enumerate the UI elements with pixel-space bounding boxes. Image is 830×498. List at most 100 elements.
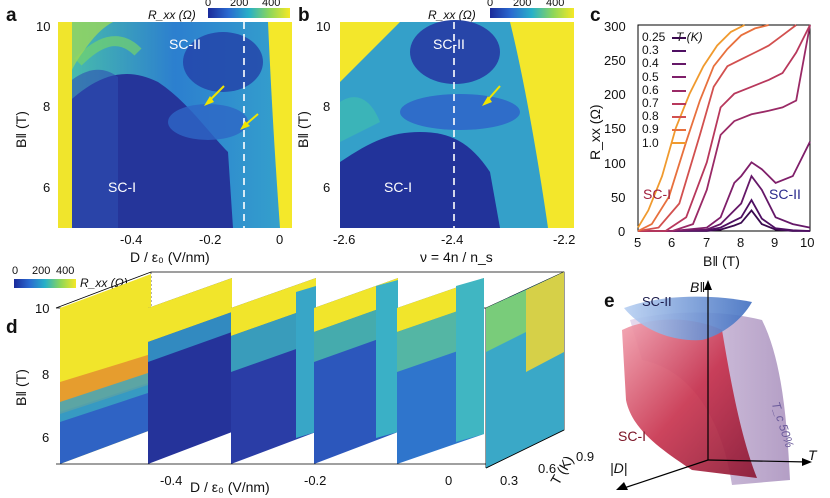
series-line-0.7 — [638, 24, 811, 232]
legend-label: 1.0 — [642, 135, 659, 150]
legend-swatch — [672, 36, 686, 39]
colorbar-d — [14, 279, 76, 288]
series-line-0.8 — [637, 24, 797, 232]
y-tick: 8 — [43, 99, 51, 114]
region-label-sc2: SC-II — [642, 294, 672, 309]
legend-label: 0.4 — [642, 56, 659, 71]
x-tick: -0.4 — [120, 232, 143, 247]
colorbar-tick: 0 — [205, 0, 212, 9]
y-tick: 6 — [323, 180, 331, 195]
colorbar-tick: 200 — [513, 0, 532, 9]
colorbar-tick: 200 — [230, 0, 249, 9]
t-tick: 0.6 — [538, 461, 557, 476]
legend-label: 0.9 — [642, 122, 659, 137]
panel-label-d: d — [6, 317, 18, 338]
legend-item: 0.5 — [642, 71, 686, 83]
legend-item: 0.25 — [642, 31, 686, 43]
legend-item: 0.8 — [642, 110, 686, 122]
x-tick: 9 — [771, 235, 779, 250]
region-label-sc1: SC-I — [108, 179, 136, 195]
colorbar-title-d: R_xx (Ω) — [80, 276, 128, 290]
x-tick: 10 — [800, 235, 815, 250]
y-tick: 100 — [604, 156, 626, 171]
colorbar-tick: 400 — [56, 265, 75, 277]
panel-label-a: a — [6, 5, 17, 26]
y-tick: 0 — [618, 224, 626, 239]
y-tick: 50 — [611, 190, 626, 205]
legend-label: 0.25 — [642, 30, 666, 44]
y-tick: 10 — [36, 19, 51, 34]
legend-item: 0.7 — [642, 97, 686, 109]
colorbar-tick: 400 — [262, 0, 281, 9]
region-label-sc1: SC-I — [618, 428, 646, 444]
y-tick: 8 — [42, 367, 50, 382]
x-tick: 0 — [276, 232, 284, 247]
y-tick: 6 — [43, 180, 51, 195]
x-tick: -0.2 — [304, 473, 327, 488]
region-label-sc2: SC-II — [433, 36, 465, 52]
x-axis-label-a: D / ε₀ (V/nm) — [130, 249, 210, 265]
t-tick: 0.3 — [500, 473, 519, 488]
series-line-0.6 — [638, 24, 811, 232]
y-axis-label-a: B‖ (T) — [13, 111, 29, 148]
plot-frame — [637, 24, 811, 232]
legend-swatch — [672, 76, 686, 79]
heatmap-a — [58, 22, 292, 229]
series-line-1.0 — [637, 24, 746, 229]
y-axis-label-d: B‖ (T) — [13, 369, 29, 406]
region-label-sc1: SC-I — [384, 179, 412, 195]
region-label-sc1: SC-I — [643, 186, 671, 202]
colorbar-title-b: R_xx (Ω) — [428, 8, 476, 22]
legend-label: 0.7 — [642, 96, 659, 110]
legend-label: 0.5 — [642, 69, 659, 84]
x-tick: -0.4 — [160, 473, 183, 488]
legend-item: 0.4 — [642, 57, 686, 69]
y-tick: 6 — [42, 430, 50, 445]
x-tick: -2.2 — [553, 232, 576, 247]
legend-label: 0.3 — [642, 43, 659, 58]
x-axis-label-d: D / ε₀ (V/nm) — [190, 479, 270, 495]
series-line-0.9 — [637, 24, 769, 232]
legend-label: 0.8 — [642, 109, 659, 124]
colorbar-title-a: R_xx (Ω) — [148, 8, 196, 22]
t-tick: 0.9 — [576, 449, 595, 464]
legend-title: T (K) — [676, 30, 703, 44]
x-tick: -2.4 — [441, 232, 464, 247]
legend-swatch — [672, 89, 686, 92]
x-tick: 8 — [737, 235, 745, 250]
legend-swatch — [672, 116, 686, 119]
y-tick: 8 — [323, 99, 331, 114]
region-label-sc2: SC-II — [769, 186, 801, 202]
line-chart-c — [637, 24, 811, 232]
legend-swatch — [672, 102, 686, 105]
legend-label: 0.6 — [642, 82, 659, 97]
colorbar-a — [208, 8, 290, 18]
y-tick: 150 — [604, 121, 626, 136]
heatmap-b — [340, 20, 574, 228]
colorbar-tick: 0 — [487, 0, 494, 9]
axis-label-b: B‖ — [690, 279, 706, 295]
y-tick: 300 — [604, 19, 626, 34]
y-tick: 10 — [316, 19, 331, 34]
axis-label-d: |D| — [610, 460, 628, 476]
y-tick: 250 — [604, 53, 626, 68]
panel-label-e: e — [604, 291, 615, 312]
legend-item: 0.9 — [642, 123, 686, 135]
y-axis-label-b: B‖ (T) — [295, 111, 311, 148]
panel-label-b: b — [298, 5, 310, 26]
legend-swatch — [672, 50, 686, 53]
slice-stack-d — [55, 271, 565, 469]
x-axis-label-c: B‖ (T) — [703, 253, 740, 269]
x-tick: 5 — [634, 235, 642, 250]
axis-label-t: T — [808, 447, 817, 463]
panel-label-c: c — [590, 5, 601, 26]
x-axis-label-b: ν = 4n / n_s — [420, 249, 493, 265]
x-tick: -2.6 — [333, 232, 356, 247]
x-tick: -0.2 — [199, 232, 222, 247]
x-tick: 7 — [703, 235, 711, 250]
y-tick: 10 — [35, 301, 50, 316]
x-tick: 6 — [668, 235, 676, 250]
y-tick: 200 — [604, 87, 626, 102]
y-axis-label-c: R_xx (Ω) — [587, 104, 603, 160]
colorbar-tick: 400 — [546, 0, 565, 9]
